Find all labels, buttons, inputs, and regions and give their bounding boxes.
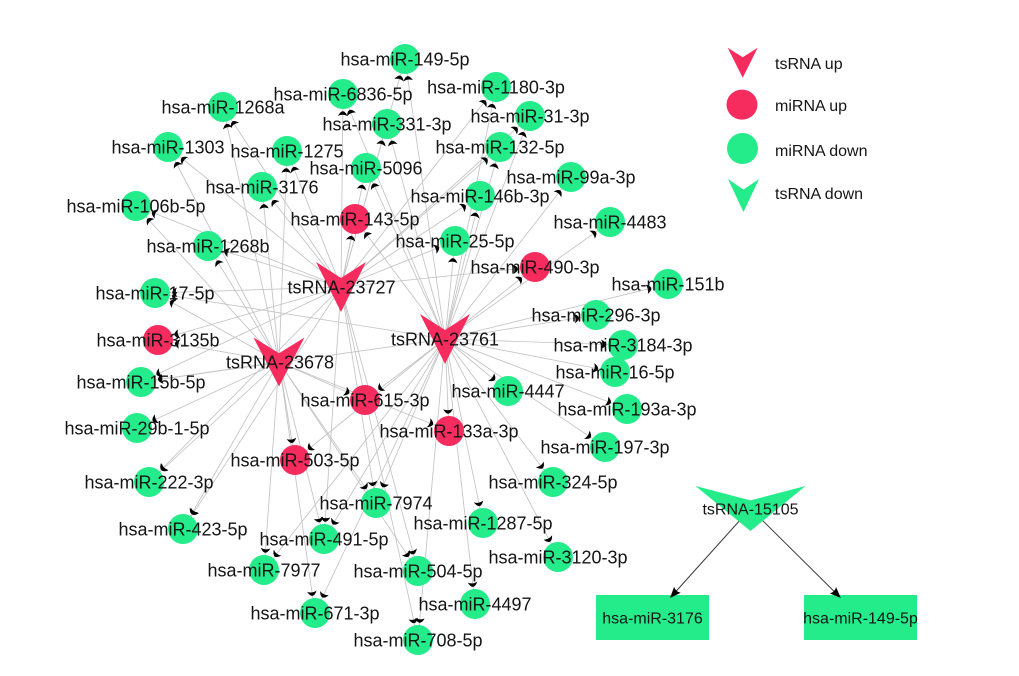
svg-text:hsa-miR-1268b: hsa-miR-1268b <box>146 237 269 257</box>
svg-text:hsa-miR-1268a: hsa-miR-1268a <box>161 98 285 118</box>
svg-text:hsa-miR-222-3p: hsa-miR-222-3p <box>84 473 213 493</box>
svg-text:hsa-miR-25-5p: hsa-miR-25-5p <box>395 232 514 252</box>
svg-text:hsa-miR-4447: hsa-miR-4447 <box>451 382 564 402</box>
svg-text:hsa-miR-490-3p: hsa-miR-490-3p <box>470 258 599 278</box>
svg-text:hsa-miR-503-5p: hsa-miR-503-5p <box>230 451 359 471</box>
svg-text:hsa-miR-615-3p: hsa-miR-615-3p <box>300 391 429 411</box>
svg-text:hsa-miR-151b: hsa-miR-151b <box>611 275 724 295</box>
svg-text:hsa-miR-7974: hsa-miR-7974 <box>319 494 432 514</box>
svg-text:hsa-miR-193a-3p: hsa-miR-193a-3p <box>557 400 696 420</box>
svg-text:hsa-miR-106b-5p: hsa-miR-106b-5p <box>66 197 205 217</box>
svg-text:tsRNA-23761: tsRNA-23761 <box>391 330 499 350</box>
svg-text:hsa-miR-1303: hsa-miR-1303 <box>111 138 224 158</box>
svg-text:hsa-miR-3135b: hsa-miR-3135b <box>96 331 219 351</box>
svg-text:hsa-miR-1180-3p: hsa-miR-1180-3p <box>427 78 565 98</box>
svg-text:hsa-miR-146b-3p: hsa-miR-146b-3p <box>410 187 549 207</box>
svg-text:tsRNA-23678: tsRNA-23678 <box>226 353 334 373</box>
svg-text:hsa-miR-31-3p: hsa-miR-31-3p <box>470 107 589 127</box>
svg-text:hsa-miR-17-5p: hsa-miR-17-5p <box>95 284 214 304</box>
svg-text:hsa-miR-423-5p: hsa-miR-423-5p <box>118 520 247 540</box>
svg-text:tsRNA-23727: tsRNA-23727 <box>287 278 395 298</box>
svg-text:hsa-miR-3176: hsa-miR-3176 <box>602 611 703 628</box>
svg-text:hsa-miR-15b-5p: hsa-miR-15b-5p <box>76 373 205 393</box>
svg-text:hsa-miR-671-3p: hsa-miR-671-3p <box>250 604 379 624</box>
svg-text:hsa-miR-6836-5p: hsa-miR-6836-5p <box>273 85 412 105</box>
svg-text:hsa-miR-331-3p: hsa-miR-331-3p <box>322 115 451 135</box>
svg-text:hsa-miR-296-3p: hsa-miR-296-3p <box>531 306 660 326</box>
svg-text:hsa-miR-16-5p: hsa-miR-16-5p <box>555 363 674 383</box>
svg-text:hsa-miR-3184-3p: hsa-miR-3184-3p <box>553 336 692 356</box>
svg-text:hsa-miR-149-5p: hsa-miR-149-5p <box>340 50 469 70</box>
svg-text:hsa-miR-3176: hsa-miR-3176 <box>205 178 318 198</box>
svg-text:hsa-miR-133a-3p: hsa-miR-133a-3p <box>379 422 518 442</box>
svg-text:hsa-miR-708-5p: hsa-miR-708-5p <box>353 631 482 651</box>
svg-text:hsa-miR-504-5p: hsa-miR-504-5p <box>353 562 482 582</box>
svg-text:hsa-miR-324-5p: hsa-miR-324-5p <box>488 473 617 493</box>
svg-text:hsa-miR-99a-3p: hsa-miR-99a-3p <box>506 168 635 188</box>
svg-text:hsa-miR-4497: hsa-miR-4497 <box>418 595 531 615</box>
svg-text:hsa-miR-491-5p: hsa-miR-491-5p <box>259 530 388 550</box>
svg-text:hsa-miR-7977: hsa-miR-7977 <box>207 561 320 581</box>
svg-text:hsa-miR-1287-5p: hsa-miR-1287-5p <box>413 514 552 534</box>
svg-text:tsRNA-15105: tsRNA-15105 <box>702 502 798 519</box>
svg-text:hsa-miR-5096: hsa-miR-5096 <box>309 159 422 179</box>
svg-text:miRNA down: miRNA down <box>775 143 867 160</box>
svg-text:hsa-miR-4483: hsa-miR-4483 <box>553 213 666 233</box>
svg-text:hsa-miR-1275: hsa-miR-1275 <box>230 142 343 162</box>
svg-text:hsa-miR-132-5p: hsa-miR-132-5p <box>435 138 564 158</box>
svg-text:hsa-miR-197-3p: hsa-miR-197-3p <box>540 438 669 458</box>
svg-text:miRNA up: miRNA up <box>775 98 847 115</box>
svg-text:hsa-miR-143-5p: hsa-miR-143-5p <box>290 210 419 230</box>
svg-text:tsRNA up: tsRNA up <box>775 56 843 73</box>
svg-text:tsRNA down: tsRNA down <box>775 186 863 203</box>
svg-text:hsa-miR-149-5p: hsa-miR-149-5p <box>803 611 918 628</box>
svg-text:hsa-miR-29b-1-5p: hsa-miR-29b-1-5p <box>64 419 209 439</box>
svg-text:hsa-miR-3120-3p: hsa-miR-3120-3p <box>488 548 627 568</box>
